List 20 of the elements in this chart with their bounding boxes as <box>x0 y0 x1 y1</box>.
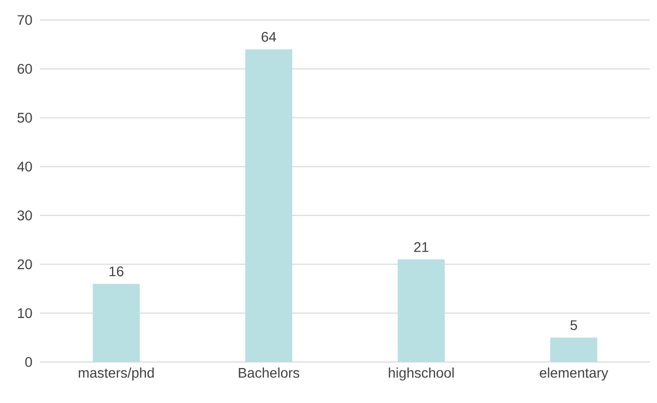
data-label: 64 <box>262 32 276 42</box>
y-tick-label: 0 <box>25 357 32 367</box>
bar <box>398 259 445 362</box>
y-tick-label: 10 <box>18 308 32 318</box>
bar <box>92 284 140 362</box>
data-label: 16 <box>110 266 124 276</box>
y-tick-label: 60 <box>18 64 32 74</box>
bar <box>245 49 292 362</box>
y-tick-label: 40 <box>17 162 32 172</box>
y-tick-label: 30 <box>18 210 32 220</box>
y-tick-label: 70 <box>18 15 32 25</box>
y-tick-label: 50 <box>18 112 32 123</box>
x-tick-label: highschool <box>388 368 454 381</box>
x-tick-label: elementary <box>540 368 608 381</box>
data-label: 21 <box>414 242 428 252</box>
data-label: 5 <box>570 320 578 330</box>
y-tick-label: 20 <box>18 259 32 270</box>
x-tick-label: Bachelors <box>238 368 300 378</box>
bar <box>550 338 598 362</box>
x-tick-label: masters/phd <box>78 368 154 381</box>
